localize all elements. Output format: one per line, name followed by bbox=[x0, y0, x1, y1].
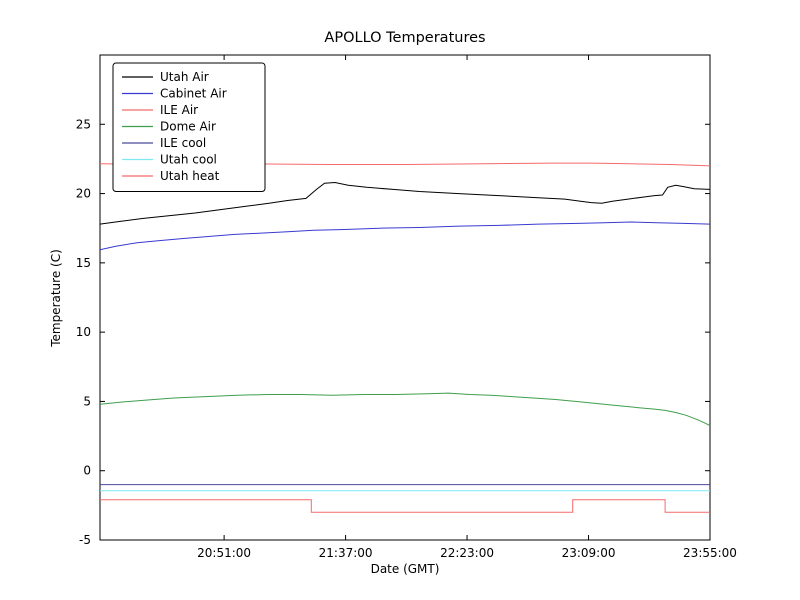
x-tick-label: 23:09:00 bbox=[562, 546, 616, 560]
legend-label-cabinet-air: Cabinet Air bbox=[160, 87, 227, 101]
series-line-utah-air bbox=[99, 181, 711, 225]
x-tick-label: 22:23:00 bbox=[440, 546, 494, 560]
y-tick-label: 15 bbox=[76, 256, 91, 270]
x-tick-label: 21:37:00 bbox=[319, 546, 373, 560]
y-tick-label: -5 bbox=[79, 533, 91, 547]
y-tick-label: 0 bbox=[83, 464, 91, 478]
y-tick-label: 20 bbox=[76, 187, 91, 201]
y-tick-label: 25 bbox=[76, 117, 91, 131]
series-line-cabinet-air bbox=[99, 221, 711, 251]
series-line-utah-heat bbox=[100, 499, 710, 513]
y-tick-label: 5 bbox=[83, 394, 91, 408]
x-tick-label: 23:55:00 bbox=[683, 546, 737, 560]
plot-area: -5 0 5 10 15 20 25 20:51:00 21:37:00 22:23:00 23:0… bbox=[76, 54, 737, 560]
chart-title: APOLLO Temperatures bbox=[324, 30, 485, 46]
x-tick-label: 20:51:00 bbox=[197, 546, 251, 560]
legend-label-ile-cool: ILE cool bbox=[160, 136, 206, 150]
legend-label-dome-air: Dome Air bbox=[160, 120, 216, 134]
legend-label-utah-air: Utah Air bbox=[160, 70, 209, 84]
axes-frame bbox=[99, 54, 711, 541]
y-tick-label: 10 bbox=[76, 325, 91, 339]
legend-label-utah-heat: Utah heat bbox=[160, 169, 220, 183]
series-line-dome-air bbox=[99, 392, 711, 427]
y-axis-label: Temperature (C) bbox=[49, 249, 63, 348]
legend-label-ile-air: ILE Air bbox=[160, 103, 198, 117]
legend-label-utah-cool: Utah cool bbox=[160, 153, 217, 167]
x-axis-label: Date (GMT) bbox=[371, 562, 440, 576]
